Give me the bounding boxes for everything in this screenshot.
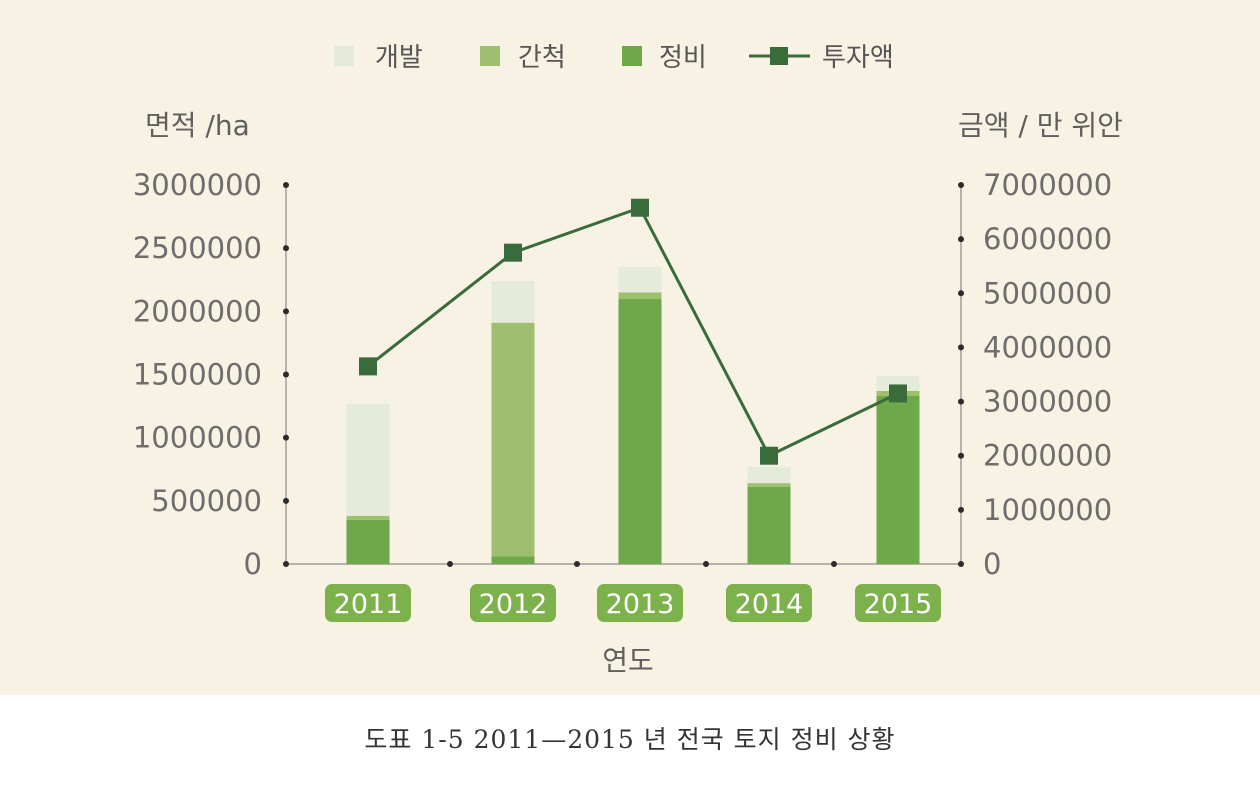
left-tick-dot xyxy=(283,497,289,504)
bar-develop-2011 xyxy=(346,403,390,516)
left-tick-label: 1500000 xyxy=(133,358,262,392)
right-tick-dot xyxy=(958,344,964,351)
year-label-2013: 2013 xyxy=(606,589,675,620)
left-tick-label: 0 xyxy=(244,547,262,581)
year-label-2014: 2014 xyxy=(735,589,804,620)
legend-label-정비: 정비 xyxy=(659,43,707,73)
left-tick-label: 3000000 xyxy=(133,168,262,202)
legend-swatch-정비 xyxy=(622,46,642,66)
year-badge-group: 2011 2012 2013 2014 2015 xyxy=(325,584,941,622)
investment-line-group xyxy=(359,198,907,465)
bar-consolidate-2015 xyxy=(876,395,920,564)
year-badge-2011 xyxy=(325,584,411,622)
investment-marker-2013 xyxy=(631,198,649,217)
bar-reclaim-2014 xyxy=(747,483,791,487)
right-tick-label: 1000000 xyxy=(983,493,1112,527)
year-badge-2014 xyxy=(726,584,812,622)
right-tick-label: 2000000 xyxy=(983,439,1112,473)
right-tick-label: 7000000 xyxy=(983,168,1112,202)
right-tick-dot xyxy=(958,506,964,513)
right-tick-dot xyxy=(958,236,964,243)
bar-consolidate-2013 xyxy=(618,298,662,564)
bar-develop-2014 xyxy=(747,466,791,484)
investment-marker-2014 xyxy=(760,446,778,465)
bar-consolidate-2011 xyxy=(346,519,390,564)
chart-panel: 개발 간척 정비 투자액 면적 /ha 금액 / 만 위안 3000000 250000… xyxy=(0,0,1260,695)
year-label-2015: 2015 xyxy=(864,589,933,620)
right-tick-label: 0 xyxy=(983,547,1001,581)
left-tick-dot xyxy=(283,308,289,315)
left-tick-label: 2000000 xyxy=(133,294,262,328)
legend-swatch-간척 xyxy=(480,46,500,66)
bar-consolidate-2012 xyxy=(491,556,535,564)
y-axis-title-right: 금액 / 만 위안 xyxy=(958,109,1123,142)
left-tick-dot xyxy=(283,245,289,252)
bar-develop-2013 xyxy=(618,267,662,293)
legend-label-간척: 간척 xyxy=(518,43,566,73)
x-axis-title: 연도 xyxy=(602,644,654,677)
bar-reclaim-2012 xyxy=(491,322,535,557)
right-tick-dot xyxy=(958,182,964,188)
left-tick-dot xyxy=(283,561,289,567)
y-axis-title-left: 면적 /ha xyxy=(145,109,250,142)
right-tick-dot xyxy=(958,398,964,405)
year-label-2011: 2011 xyxy=(334,589,403,620)
x-tick-dot xyxy=(703,561,709,567)
legend: 개발 간척 정비 투자액 xyxy=(334,43,894,73)
right-tick-label: 5000000 xyxy=(983,276,1112,310)
right-tick-dot xyxy=(958,452,964,459)
tick-group: 3000000 2500000 2000000 1500000 1000000 50000… xyxy=(133,168,1112,581)
right-tick-label: 6000000 xyxy=(983,222,1112,256)
legend-swatch-marker xyxy=(770,47,788,65)
right-tick-dot xyxy=(958,290,964,297)
right-tick-label: 3000000 xyxy=(983,385,1112,419)
investment-marker-2015 xyxy=(889,384,907,403)
left-tick-dot xyxy=(283,182,289,188)
bar-develop-2012 xyxy=(491,281,535,323)
left-tick-label: 1000000 xyxy=(133,421,262,455)
bar-group xyxy=(346,267,920,564)
year-badge-2013 xyxy=(597,584,683,622)
year-label-2012: 2012 xyxy=(479,589,548,620)
left-tick-dot xyxy=(283,434,289,441)
chart-svg: 개발 간척 정비 투자액 면적 /ha 금액 / 만 위안 3000000 250000… xyxy=(133,43,1123,677)
left-tick-label: 500000 xyxy=(151,484,262,518)
bar-reclaim-2013 xyxy=(618,292,662,299)
left-tick-label: 2500000 xyxy=(133,231,262,265)
x-tick-dot xyxy=(831,561,837,567)
bar-consolidate-2014 xyxy=(747,486,791,564)
bar-reclaim-2011 xyxy=(346,515,390,520)
legend-swatch-개발 xyxy=(334,46,354,66)
bar-develop-2015 xyxy=(876,375,920,391)
figure-caption: 도표 1-5 2011—2015 년 전국 토지 정비 상황 xyxy=(364,725,896,754)
investment-marker-2012 xyxy=(504,243,522,262)
left-tick-dot xyxy=(283,371,289,378)
right-tick-label: 4000000 xyxy=(983,330,1112,364)
x-tick-dot xyxy=(574,561,580,567)
legend-label-투자액: 투자액 xyxy=(822,43,894,73)
legend-label-개발: 개발 xyxy=(375,43,423,73)
investment-marker-2011 xyxy=(359,357,377,376)
x-tick-dot xyxy=(447,561,453,567)
year-badge-2015 xyxy=(855,584,941,622)
right-tick-dot xyxy=(958,561,964,567)
year-badge-2012 xyxy=(470,584,556,622)
